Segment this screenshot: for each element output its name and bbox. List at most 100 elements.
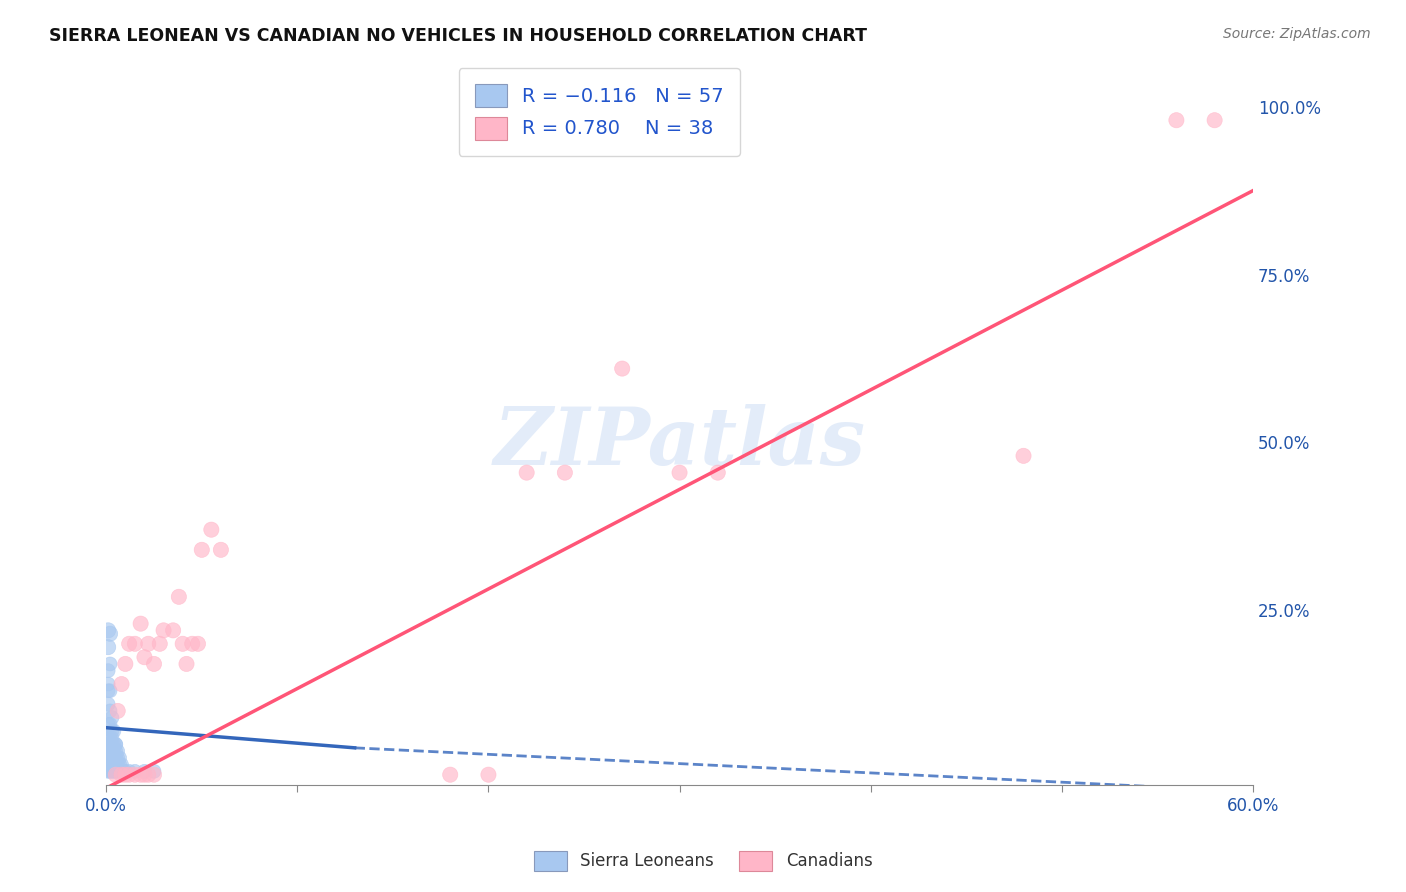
Point xyxy=(181,637,204,651)
Point xyxy=(98,683,121,698)
Point xyxy=(97,717,120,731)
Point xyxy=(97,697,120,711)
Point xyxy=(112,764,135,779)
Point xyxy=(98,731,121,745)
Point xyxy=(200,523,222,537)
Point xyxy=(103,738,125,752)
Point xyxy=(98,751,121,765)
Point xyxy=(97,624,120,638)
Point xyxy=(104,738,127,752)
Point xyxy=(107,751,129,765)
Point xyxy=(134,650,156,665)
Point xyxy=(118,637,141,651)
Point xyxy=(97,744,120,758)
Point xyxy=(124,637,146,651)
Point xyxy=(191,542,214,557)
Point xyxy=(104,738,127,752)
Point xyxy=(136,637,159,651)
Point xyxy=(101,711,124,725)
Point xyxy=(477,767,499,781)
Point xyxy=(516,466,538,480)
Point xyxy=(612,361,634,376)
Point xyxy=(110,767,132,781)
Point xyxy=(98,626,121,640)
Point xyxy=(114,657,136,671)
Legend: R = −0.116   N = 57, R = 0.780    N = 38: R = −0.116 N = 57, R = 0.780 N = 38 xyxy=(458,68,740,156)
Point xyxy=(143,764,166,779)
Point xyxy=(101,731,124,745)
Point xyxy=(103,751,125,765)
Point xyxy=(114,767,136,781)
Point xyxy=(101,724,124,739)
Point xyxy=(129,616,152,631)
Point xyxy=(143,767,166,781)
Point xyxy=(1204,113,1226,128)
Point xyxy=(104,751,127,765)
Point xyxy=(97,664,120,678)
Point xyxy=(97,764,120,779)
Point xyxy=(104,744,127,758)
Point xyxy=(110,757,132,772)
Point xyxy=(114,764,136,779)
Point xyxy=(162,624,184,638)
Point xyxy=(108,751,131,765)
Legend: Sierra Leoneans, Canadians: Sierra Leoneans, Canadians xyxy=(526,842,880,880)
Point xyxy=(97,738,120,752)
Text: ZIPatlas: ZIPatlas xyxy=(494,404,866,482)
Point xyxy=(107,757,129,772)
Point xyxy=(110,677,132,691)
Point xyxy=(706,466,728,480)
Point xyxy=(98,657,121,671)
Point xyxy=(98,738,121,752)
Y-axis label: No Vehicles in Household: No Vehicles in Household xyxy=(0,333,7,525)
Point xyxy=(554,466,576,480)
Point xyxy=(103,724,125,739)
Point xyxy=(97,640,120,655)
Point xyxy=(143,657,166,671)
Point xyxy=(97,751,120,765)
Point xyxy=(668,466,690,480)
Point xyxy=(108,757,131,772)
Point xyxy=(101,764,124,779)
Text: SIERRA LEONEAN VS CANADIAN NO VEHICLES IN HOUSEHOLD CORRELATION CHART: SIERRA LEONEAN VS CANADIAN NO VEHICLES I… xyxy=(49,27,868,45)
Point xyxy=(97,677,120,691)
Point xyxy=(103,744,125,758)
Point xyxy=(101,757,124,772)
Point xyxy=(167,590,190,604)
Point xyxy=(101,744,124,758)
Point xyxy=(129,767,152,781)
Point xyxy=(98,744,121,758)
Point xyxy=(98,704,121,718)
Point xyxy=(172,637,194,651)
Point xyxy=(97,683,120,698)
Point xyxy=(1166,113,1188,128)
Point xyxy=(118,764,141,779)
Point xyxy=(97,731,120,745)
Point xyxy=(101,751,124,765)
Point xyxy=(98,764,121,779)
Point xyxy=(107,744,129,758)
Point xyxy=(104,764,127,779)
Point xyxy=(439,767,461,781)
Point xyxy=(104,767,127,781)
Point xyxy=(107,704,129,718)
Point xyxy=(176,657,198,671)
Point xyxy=(98,757,121,772)
Point xyxy=(187,637,209,651)
Point xyxy=(152,624,174,638)
Text: Source: ZipAtlas.com: Source: ZipAtlas.com xyxy=(1223,27,1371,41)
Point xyxy=(98,717,121,731)
Point xyxy=(104,757,127,772)
Point xyxy=(107,764,129,779)
Point xyxy=(103,764,125,779)
Point xyxy=(136,767,159,781)
Point xyxy=(101,738,124,752)
Point xyxy=(97,757,120,772)
Point xyxy=(103,757,125,772)
Point xyxy=(134,767,156,781)
Point xyxy=(124,767,146,781)
Point xyxy=(124,764,146,779)
Point xyxy=(134,764,156,779)
Point xyxy=(118,767,141,781)
Point xyxy=(209,542,232,557)
